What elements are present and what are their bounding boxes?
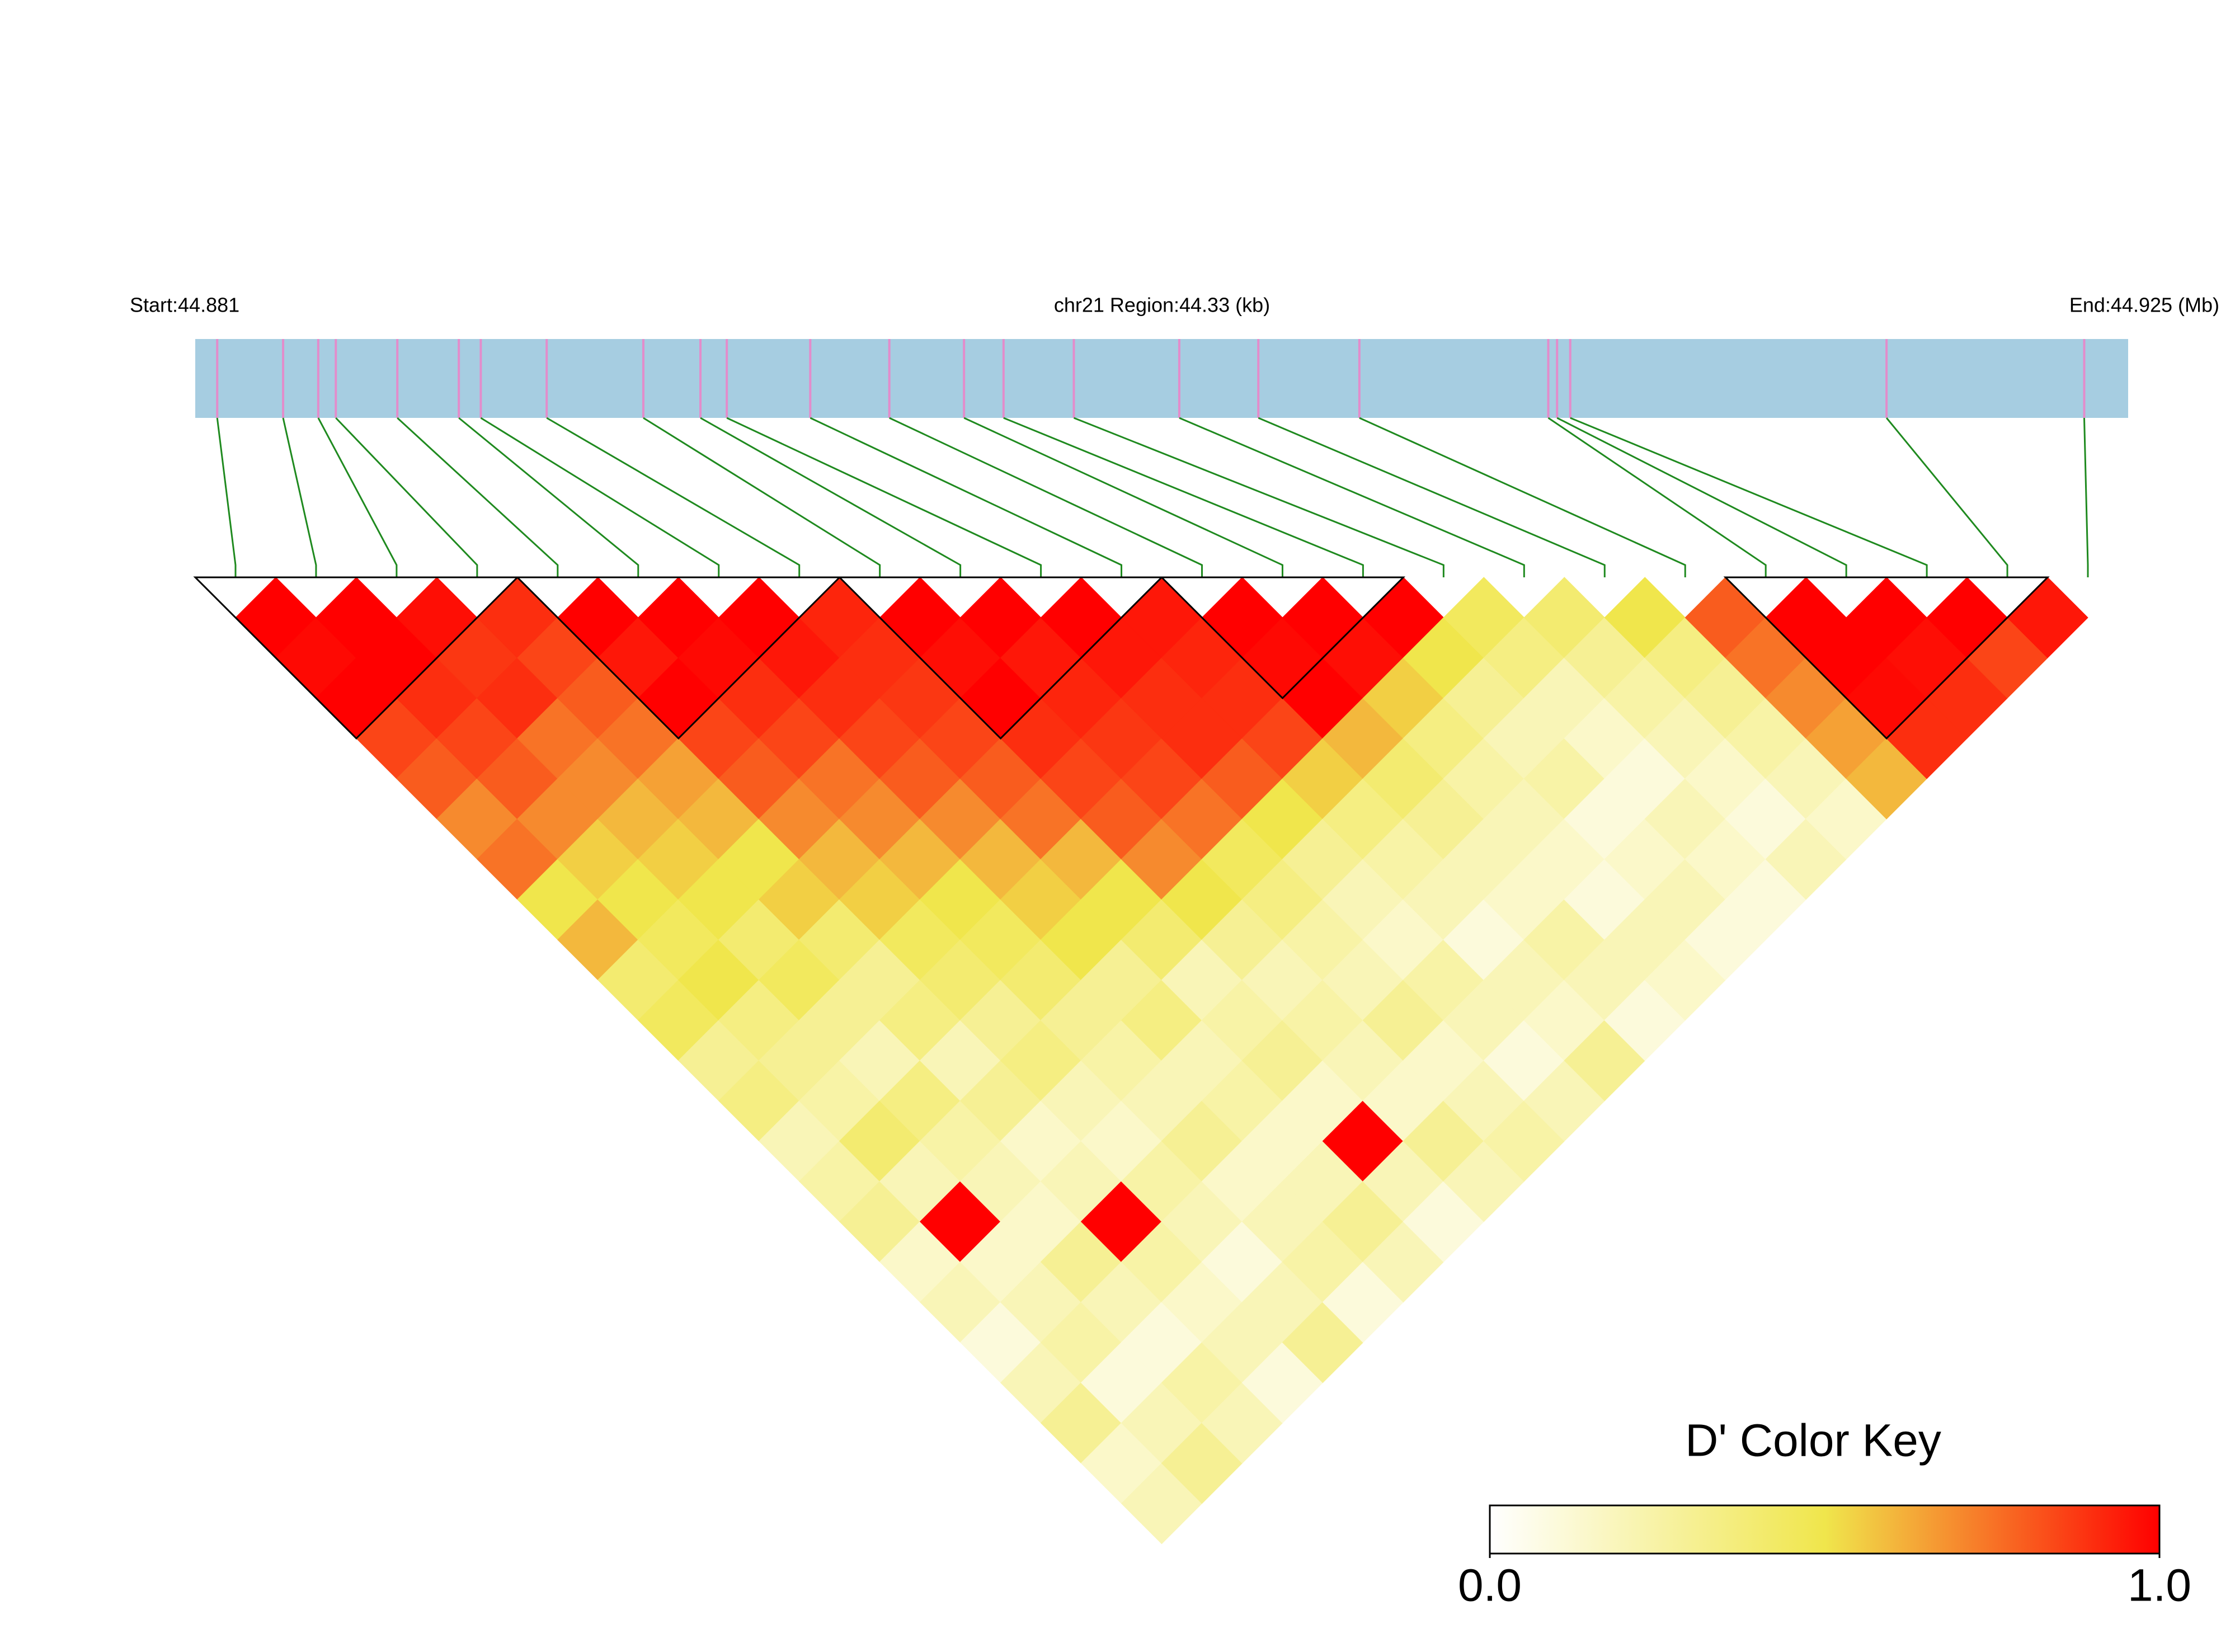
snp-link <box>335 417 478 577</box>
ld-block <box>515 576 842 740</box>
snp-link <box>317 417 398 577</box>
snp-link <box>1547 417 1767 577</box>
key-tick-label: 1.0 <box>2128 1560 2191 1611</box>
snp-link <box>458 417 639 577</box>
snp-link <box>1179 417 1525 577</box>
snp-link <box>889 417 1203 577</box>
snp-link <box>1570 417 1928 577</box>
snp-link <box>480 417 720 577</box>
color-key <box>1489 1504 2161 1555</box>
snp-link <box>397 417 559 577</box>
snp-link <box>1885 417 2008 577</box>
snp-link <box>963 417 1283 577</box>
snp-link <box>700 417 962 577</box>
snp-link <box>1556 417 1847 577</box>
color-key-title: D' Color Key <box>1685 1415 1941 1466</box>
start-label: Start:44.881 <box>130 294 239 317</box>
end-label: End:44.925 (Mb) <box>2069 294 2219 317</box>
snp-link <box>726 417 1042 577</box>
snp-link <box>546 417 801 577</box>
key-tick-label: 0.0 <box>1458 1560 1522 1611</box>
snp-link <box>216 417 237 577</box>
snp-link <box>810 417 1123 577</box>
snp-link <box>2083 417 2089 577</box>
snp-link <box>1073 417 1444 577</box>
snp-link <box>1003 417 1364 577</box>
ld-block <box>837 576 1164 740</box>
snp-link <box>1258 417 1606 577</box>
ld-block <box>193 576 520 740</box>
ld-block <box>1723 576 2050 740</box>
region-label: chr21 Region:44.33 (kb) <box>1054 294 1270 317</box>
snp-link <box>1359 417 1686 577</box>
snp-bar <box>195 339 2128 418</box>
ld-block <box>1159 576 1405 700</box>
snp-link <box>282 417 317 577</box>
snp-link <box>643 417 881 577</box>
